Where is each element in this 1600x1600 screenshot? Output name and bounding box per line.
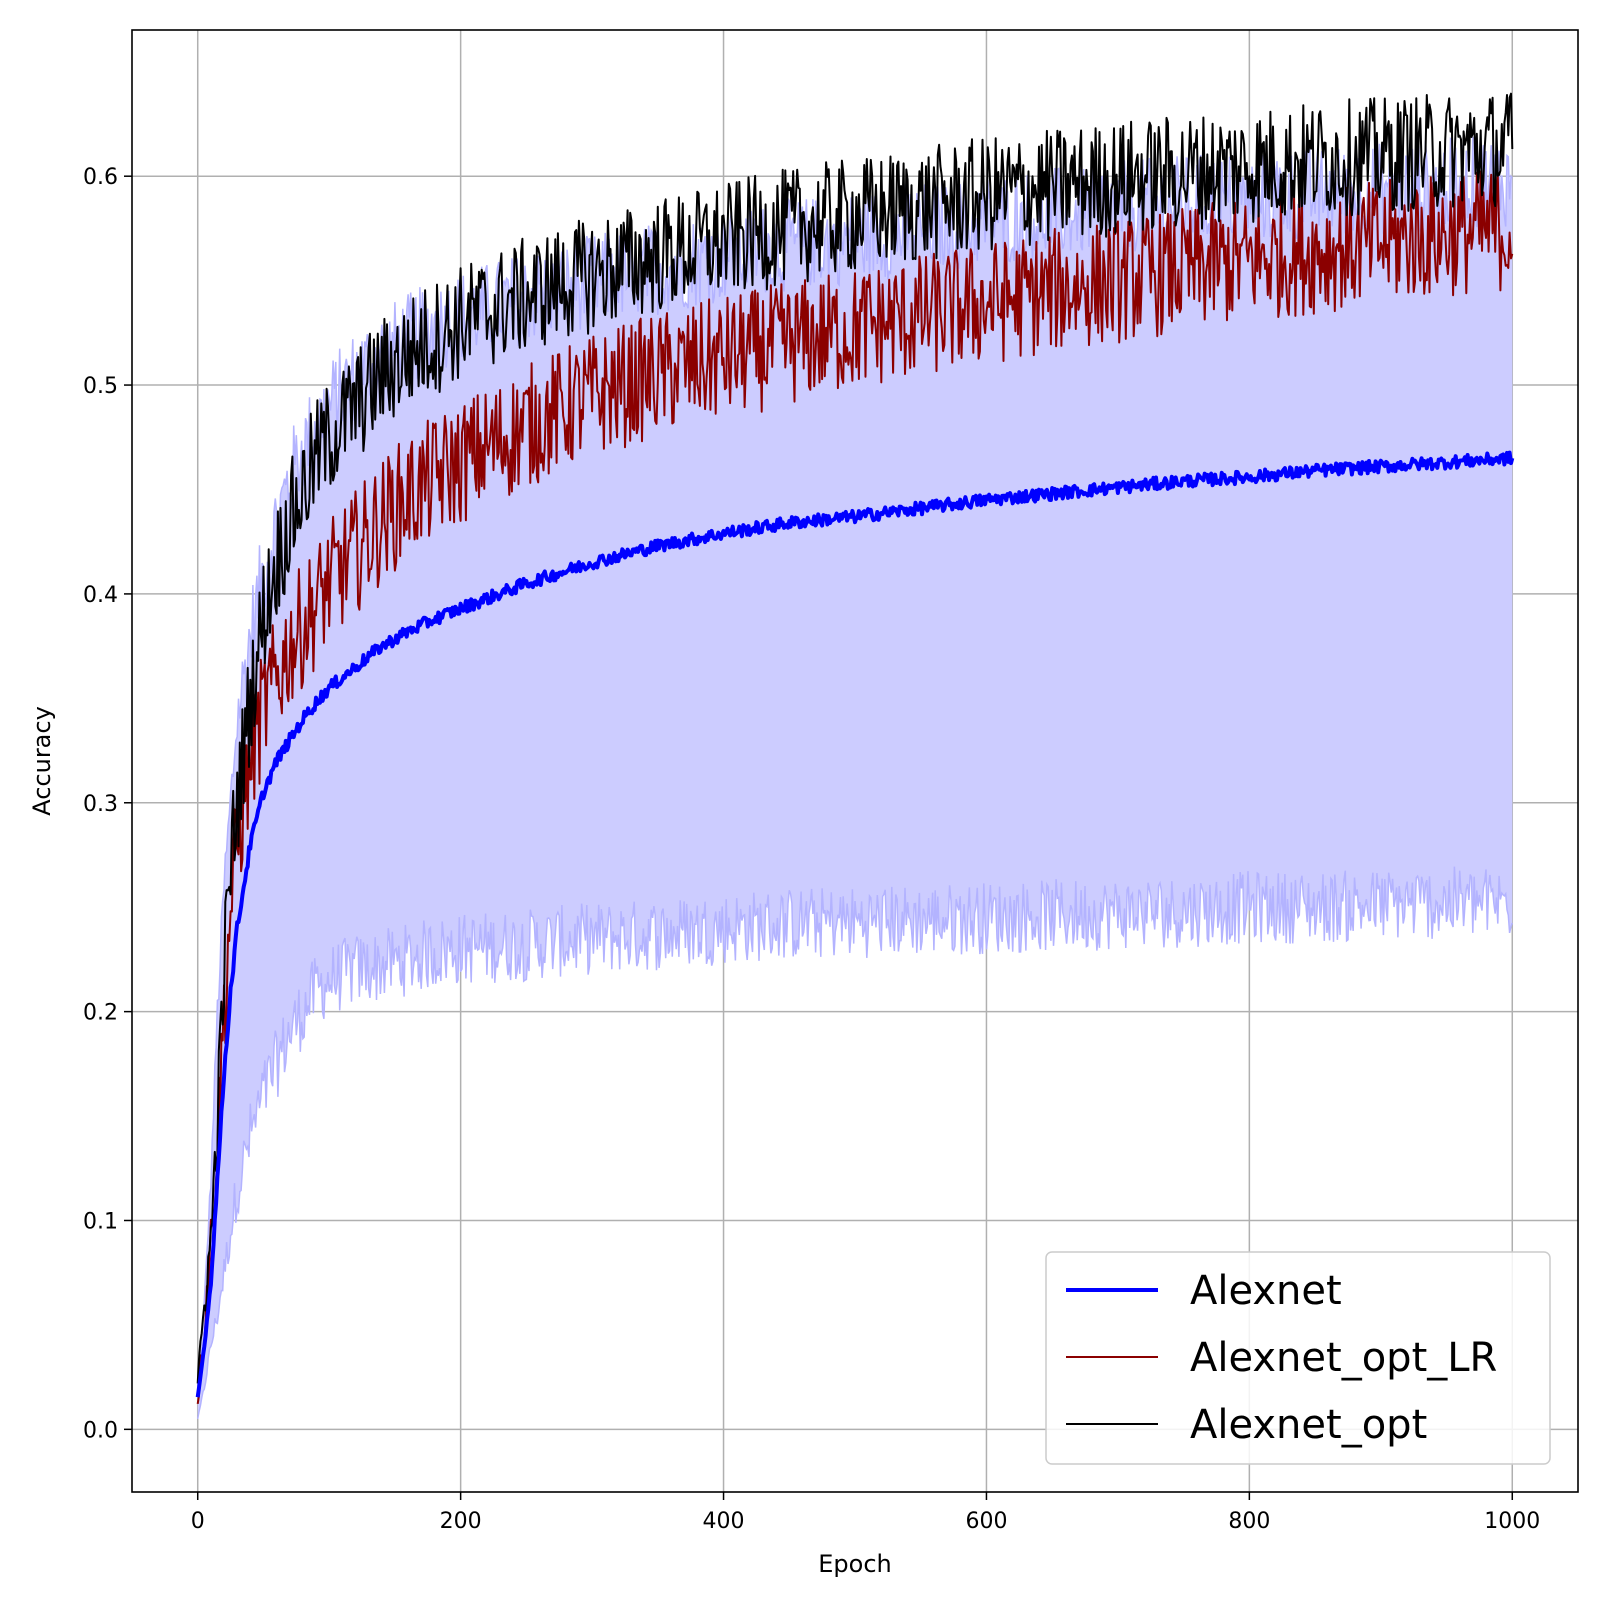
series-line-alexnet-opt <box>196 92 1514 1384</box>
legend-label-alexnet-opt: Alexnet_opt <box>1190 1402 1427 1448</box>
y-tick-label-4: 0.4 <box>83 583 118 608</box>
x-tick-label-2: 400 <box>703 1509 745 1534</box>
axis-ticks: 0 200 400 600 800 1000 0.0 0.1 0.2 0.3 0.4 0.5 0.6 <box>83 165 1540 1534</box>
y-tick-label-5: 0.5 <box>83 374 118 399</box>
plot-frame <box>131 29 1579 1493</box>
x-tick-label-1: 200 <box>440 1509 482 1534</box>
y-tick-label-6: 0.6 <box>83 165 118 190</box>
series-line-alexnet-opt-lr <box>196 170 1514 1405</box>
band-lower-edge <box>196 866 1514 1420</box>
x-tick-label-4: 800 <box>1228 1509 1270 1534</box>
x-tick-label-5: 1000 <box>1484 1509 1540 1534</box>
x-axis-label: Epoch <box>818 1550 892 1578</box>
y-tick-label-0: 0.0 <box>83 1418 118 1443</box>
legend-label-alexnet-opt-lr: Alexnet_opt_LR <box>1190 1335 1497 1381</box>
y-tick-label-1: 0.1 <box>83 1209 118 1234</box>
series-lines <box>195 92 1515 1405</box>
band-fill <box>197 136 1513 1419</box>
y-axis-label: Accuracy <box>28 706 56 816</box>
y-tick-label-3: 0.3 <box>83 792 118 817</box>
legend-box <box>1045 1251 1551 1465</box>
legend-label-alexnet: Alexnet <box>1190 1268 1342 1314</box>
series-line-alexnet <box>195 450 1515 1398</box>
x-tick-label-3: 600 <box>965 1509 1007 1534</box>
x-tick-label-0: 0 <box>191 1509 205 1534</box>
legend: Alexnet Alexnet_opt_LR Alexnet_opt <box>1045 1251 1551 1465</box>
y-tick-label-2: 0.2 <box>83 1001 118 1026</box>
